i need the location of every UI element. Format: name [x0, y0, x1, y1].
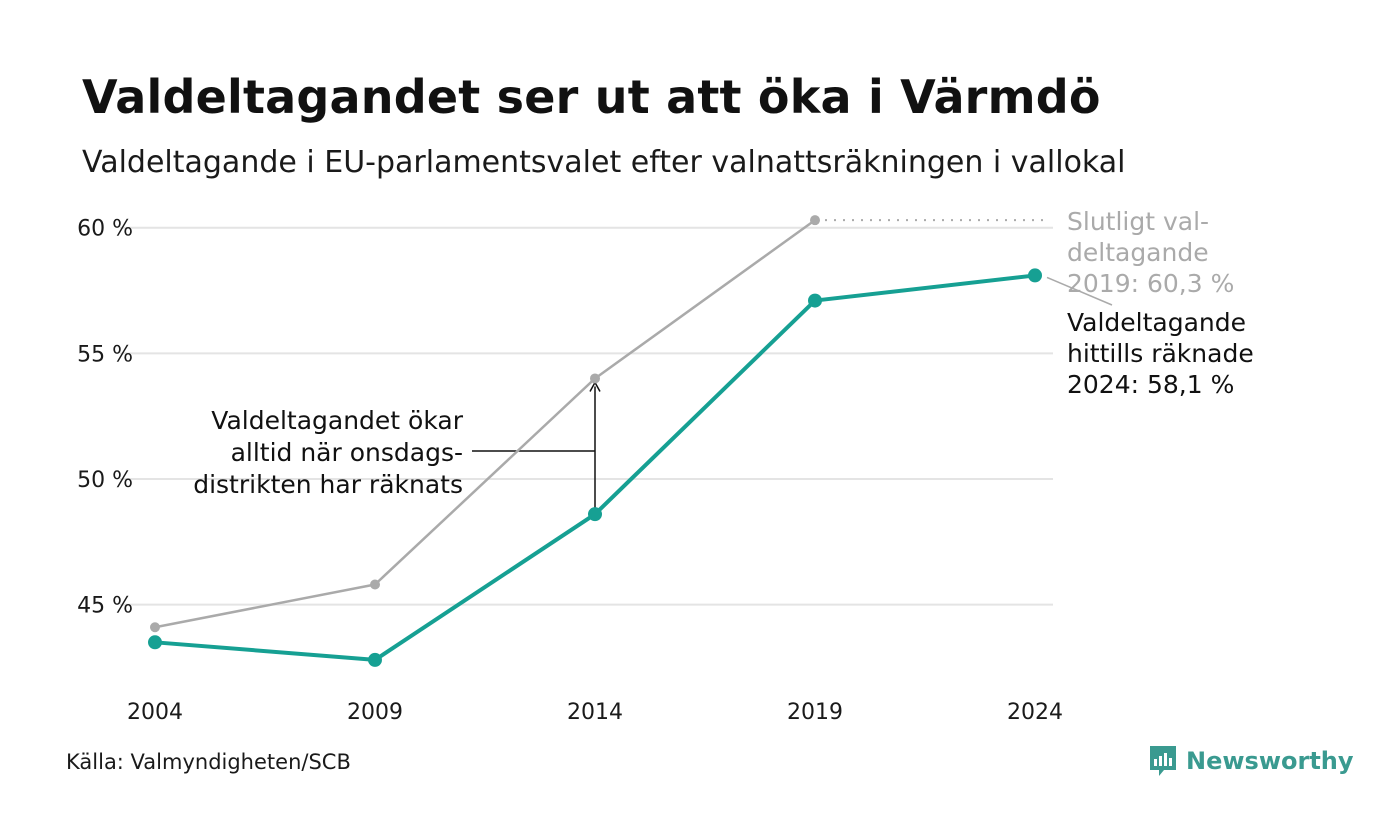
final-turnout-label: Slutligt val- [1067, 207, 1209, 236]
final-turnout-point [590, 373, 600, 384]
final-turnout-point [810, 215, 820, 226]
logo-text: Newsworthy [1186, 747, 1354, 775]
series [148, 215, 1042, 667]
counted-turnout-label: 2024: 58,1 % [1067, 370, 1234, 399]
y-axis-ticks: 45 % 50 % 55 % 60 % [77, 217, 133, 619]
counted-turnout-point [588, 507, 602, 522]
y-tick-label: 55 % [77, 342, 133, 367]
counted-turnout-point [808, 293, 822, 308]
label-leader-line [1046, 276, 1113, 306]
y-tick-label: 45 % [77, 594, 133, 619]
page-subtitle: Valdeltagande i EU-parlamentsvalet efter… [82, 145, 1126, 180]
counted-turnout-point [1028, 268, 1042, 283]
x-tick-label: 2014 [567, 700, 623, 725]
source-note: Källa: Valmyndigheten/SCB [66, 750, 351, 774]
x-axis-ticks: 2004 2009 2014 2019 2024 [127, 700, 1063, 725]
counted-turnout-label: Valdeltagande [1067, 308, 1246, 337]
x-tick-label: 2019 [787, 700, 843, 725]
y-tick-label: 50 % [77, 468, 133, 493]
final-turnout-label: deltagande [1067, 238, 1209, 267]
final-turnout-point [370, 579, 380, 590]
newsworthy-logo: Newsworthy [1148, 744, 1354, 778]
y-tick-label: 60 % [77, 217, 133, 242]
gap-note-text: distrikten har räknats [193, 470, 463, 499]
counted-turnout-label: hittills räknade [1067, 339, 1254, 368]
final-turnout-point [150, 622, 160, 633]
counted-turnout-point [368, 652, 382, 667]
counted-turnout-point [148, 635, 162, 650]
bar-chart-icon [1150, 746, 1176, 776]
x-tick-label: 2024 [1007, 700, 1063, 725]
page-title: Valdeltagandet ser ut att öka i Värmdö [82, 70, 1101, 124]
gap-note-text: Valdeltagandet ökar [211, 406, 463, 435]
final-turnout-line [153, 218, 817, 629]
final-turnout-label: 2019: 60,3 % [1067, 269, 1234, 298]
gap-note-text: alltid när onsdags- [231, 438, 463, 467]
x-tick-label: 2009 [347, 700, 403, 725]
x-tick-label: 2004 [127, 700, 183, 725]
